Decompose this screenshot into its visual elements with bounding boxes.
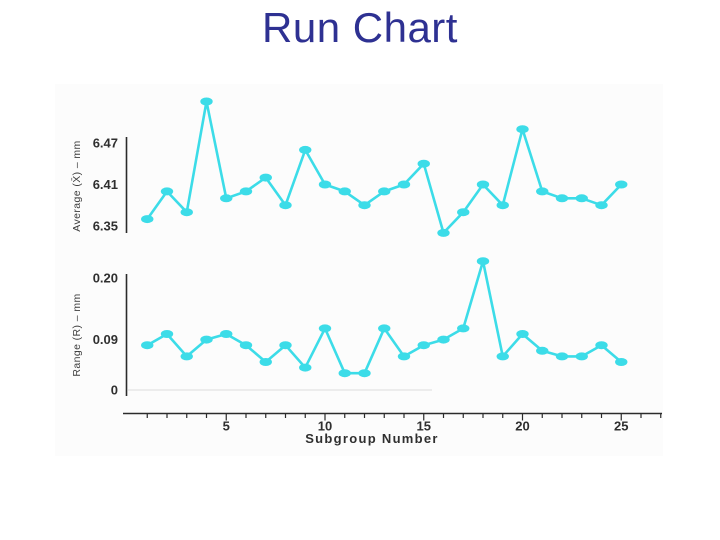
- average-run-chart-y-axis-title: Average (X̄) – mm: [70, 140, 83, 231]
- average-run-chart-data-point-marker: [437, 228, 450, 237]
- average-run-chart-data-point-marker: [575, 194, 588, 203]
- range-run-chart-data-point-marker: [476, 257, 490, 266]
- average-run-chart-data-point-marker: [358, 201, 371, 210]
- range-run-chart-data-point-marker: [457, 324, 470, 333]
- range-run-chart-data-point-marker: [279, 341, 292, 350]
- range-run-chart-data-point-marker: [437, 335, 450, 344]
- range-run-chart-data-point-marker: [318, 324, 332, 333]
- figure-background: [55, 84, 663, 456]
- average-run-chart-data-point-marker: [516, 125, 529, 134]
- range-run-chart-data-point-marker: [397, 352, 411, 361]
- range-run-chart-data-point-marker: [299, 363, 312, 372]
- average-run-chart-data-point-marker: [595, 201, 608, 210]
- slide-title: Run Chart: [262, 4, 458, 51]
- range-run-chart-data-point-marker: [516, 330, 529, 338]
- average-run-chart-y-tick-label: 6.35: [93, 219, 118, 234]
- average-run-chart-data-point-marker: [200, 97, 213, 106]
- range-run-chart-y-axis-title: Range (R) – mm: [71, 293, 83, 376]
- x-axis-title: Subgroup Number: [305, 431, 439, 446]
- average-run-chart-data-point-marker: [180, 208, 193, 217]
- x-tick-label: 10: [318, 419, 332, 434]
- average-run-chart-data-point-marker: [496, 201, 509, 210]
- range-run-chart-y-tick-label: 0.09: [93, 332, 118, 347]
- average-run-chart-data-point-marker: [239, 187, 253, 196]
- range-run-chart-data-point-marker: [338, 369, 351, 378]
- range-run-chart-data-point-marker: [220, 330, 233, 338]
- range-run-chart-data-point-marker: [180, 352, 193, 361]
- average-run-chart-data-point-marker: [279, 201, 292, 210]
- average-run-chart-data-point-marker: [220, 194, 233, 203]
- range-run-chart-data-point-marker: [575, 352, 588, 361]
- average-run-chart-data-point-marker: [378, 187, 391, 196]
- range-run-chart-data-point-marker: [200, 335, 213, 344]
- average-run-chart-data-point-marker: [160, 187, 174, 196]
- range-run-chart-y-tick-label: 0: [111, 383, 118, 398]
- range-run-chart-data-point-marker: [358, 369, 371, 378]
- range-run-chart-data-point-marker: [141, 341, 154, 350]
- range-run-chart-data-point-marker: [555, 352, 569, 361]
- range-run-chart-data-point-marker: [378, 324, 391, 333]
- average-run-chart-data-point-marker: [476, 180, 490, 189]
- range-run-chart-data-point-marker: [417, 341, 430, 350]
- x-tick-label: 20: [515, 419, 529, 434]
- range-run-chart-data-point-marker: [259, 358, 272, 366]
- average-run-chart-data-point-marker: [141, 215, 154, 224]
- average-run-chart-data-point-marker: [536, 187, 549, 196]
- range-run-chart-data-point-marker: [536, 346, 549, 355]
- range-run-chart-data-point-marker: [160, 330, 174, 338]
- range-run-chart-data-point-marker: [595, 341, 608, 350]
- range-run-chart-data-point-marker: [496, 352, 509, 361]
- x-tick-label: 25: [614, 419, 628, 434]
- average-run-chart-data-point-marker: [555, 194, 569, 203]
- average-run-chart-data-point-marker: [259, 173, 272, 182]
- x-tick-label: 15: [417, 419, 431, 434]
- average-run-chart-data-point-marker: [417, 159, 430, 168]
- average-run-chart-data-point-marker: [457, 208, 470, 217]
- range-run-chart-data-point-marker: [239, 341, 253, 350]
- average-run-chart-data-point-marker: [397, 180, 411, 189]
- average-run-chart-y-tick-label: 6.47: [93, 135, 118, 150]
- average-run-chart-data-point-marker: [615, 180, 628, 189]
- range-run-chart-data-point-marker: [615, 358, 628, 366]
- x-tick-label: 5: [223, 419, 230, 434]
- range-run-chart-y-tick-label: 0.20: [93, 271, 118, 286]
- average-run-chart-data-point-marker: [299, 145, 312, 154]
- average-run-chart-data-point-marker: [338, 187, 351, 196]
- average-run-chart-data-point-marker: [318, 180, 332, 189]
- average-run-chart-y-tick-label: 6.41: [93, 177, 118, 192]
